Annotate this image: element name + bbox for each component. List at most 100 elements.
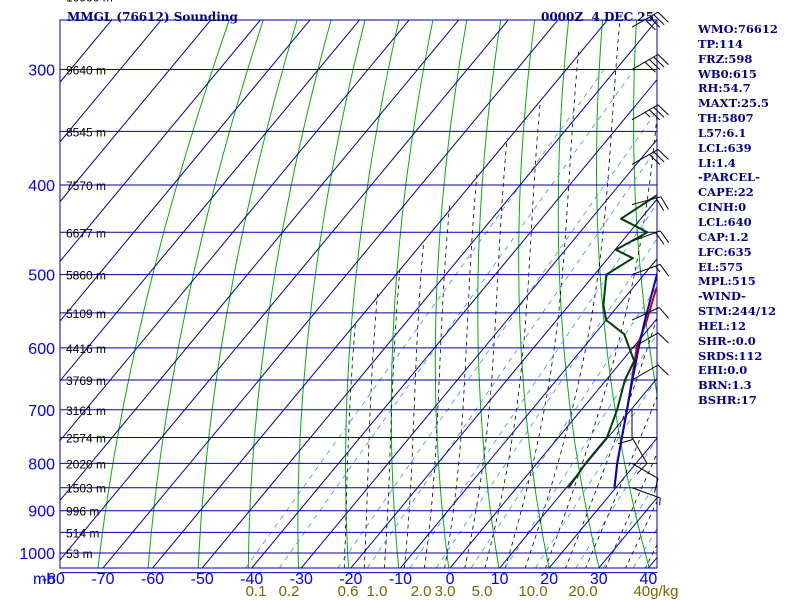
dry-adiabat — [297, 20, 366, 568]
wind-barb-full — [660, 196, 669, 210]
moist-adiabat — [625, 500, 657, 568]
wind-barb — [631, 364, 669, 381]
wind-barb-half — [659, 497, 661, 506]
wind-barb-shaft — [631, 487, 661, 499]
mixing-ratio-line — [504, 333, 657, 568]
axis-unit-label: mb — [33, 571, 55, 588]
isotherm-line — [60, 20, 410, 442]
pressure-tick-label: 1000 — [19, 546, 55, 563]
wind-barb — [631, 230, 670, 245]
moist-adiabat — [343, 322, 356, 568]
wind-barb-full — [655, 232, 665, 245]
wind-barb-full — [659, 230, 670, 243]
pressure-tick-label: 500 — [28, 268, 55, 285]
valid-time: 0000Z 4 DEC 25 — [541, 10, 654, 24]
param-tp: TP:114 — [698, 36, 744, 51]
param-wb0: WB0:615 — [698, 66, 757, 81]
wind-barb-shaft — [631, 148, 659, 165]
height-label: 53 m — [66, 547, 93, 561]
isotherm-line — [102, 20, 559, 568]
sounding-parameters-panel: WMO:76612 TP:114 FRZ:598 WB0:615 RH:54.7… — [698, 22, 798, 408]
dewpoint-profile-line — [567, 194, 657, 489]
wind-barb-shaft — [631, 196, 662, 206]
moist-adiabat — [605, 452, 657, 568]
wind-barb-shaft — [631, 364, 659, 381]
dry-adiabat — [477, 20, 502, 568]
moist-adiabat — [544, 110, 657, 568]
wind-barb-full — [636, 463, 648, 475]
height-label: 514 m — [66, 526, 99, 540]
height-label: 4416 m — [66, 342, 106, 356]
param-wind-header: -WIND- — [698, 289, 746, 304]
param-srds: SRDS:112 — [698, 348, 763, 363]
mixing-ratio-line — [470, 285, 657, 568]
isotherm-line — [60, 20, 509, 561]
wind-barb-full — [648, 154, 661, 165]
temperature-tick-label: -80 — [42, 571, 65, 588]
wind-barb-full — [657, 364, 669, 376]
moist-adiabat — [484, 100, 541, 568]
height-label: 2020 m — [66, 457, 106, 471]
wind-barb-shaft — [631, 462, 659, 479]
mixing-ratio-label: 1.0 — [367, 583, 388, 600]
mixing-ratio-line — [409, 203, 657, 568]
temperature-tick-label: 10 — [491, 571, 509, 588]
param-parcel-header: -PARCEL- — [698, 170, 760, 185]
wind-barb — [631, 307, 670, 321]
dry-adiabat — [197, 20, 298, 568]
pressure-tick-label: 900 — [28, 504, 55, 521]
param-ehi: EHI:0.0 — [698, 363, 748, 378]
wind-barb — [631, 11, 669, 31]
height-label: 3769 m — [66, 374, 106, 388]
wind-barb-full — [657, 332, 669, 344]
param-parcel-lcl: LCL:640 — [698, 214, 752, 229]
wind-barb-full — [648, 59, 661, 70]
profile-series — [567, 194, 657, 489]
mixing-ratio-label: 5.0 — [472, 583, 493, 600]
temperature-tick-label: -60 — [141, 571, 164, 588]
height-label: 1503 m — [66, 482, 106, 496]
param-cap: CAP:1.2 — [698, 229, 749, 244]
wind-barb-shaft — [631, 437, 648, 464]
wind-barbs — [617, 11, 670, 506]
wind-barb-full — [653, 56, 665, 68]
height-label: 10900 m — [66, 0, 113, 4]
isotherm-line — [60, 20, 162, 143]
chart-title: MMGL (76612) Sounding — [67, 10, 239, 24]
wind-barb-full — [644, 19, 656, 31]
param-mpl: MPL:515 — [698, 274, 756, 289]
wind-barb-shaft — [631, 307, 660, 321]
wind-barb-full — [655, 197, 665, 211]
isotherm-line — [350, 198, 657, 568]
isotherm-line — [60, 20, 460, 502]
isobars — [59, 19, 658, 574]
isotherm-line — [60, 20, 262, 263]
height-label: 9640 m — [66, 64, 106, 78]
pressure-tick-label: 600 — [28, 341, 55, 358]
wind-barb-full — [617, 439, 633, 445]
param-li: LI:1.4 — [698, 155, 736, 170]
temperature-tick-labels: -80 -70 -60 -50 -40 -30 -20 -10 0 10 20 30 40 — [42, 571, 658, 588]
param-maxt: MAXT:25.5 — [698, 96, 769, 111]
mixing-ratio-line — [337, 110, 657, 568]
mixing-ratio-label: 2.0 — [411, 583, 432, 600]
param-rh: RH:54.7 — [698, 81, 751, 96]
isotherm-line — [300, 138, 657, 568]
height-label: 6677 m — [66, 226, 106, 240]
height-label: 2574 m — [66, 432, 106, 446]
temperature-tick-label: 20 — [540, 571, 558, 588]
param-shr: SHR-:0.0 — [698, 333, 756, 348]
wind-barb-full — [648, 109, 661, 121]
moist-adiabat — [504, 47, 580, 568]
mixing-ratio-label: 3.0 — [435, 583, 456, 600]
height-label: 996 m — [66, 505, 99, 519]
plot-border — [59, 19, 658, 569]
moist-adiabat — [363, 293, 378, 568]
mixing-ratio-line — [366, 147, 657, 568]
wind-barb-full — [653, 151, 665, 163]
mixing-ratio-line — [575, 437, 657, 568]
temperature-tick-label: -70 — [91, 571, 114, 588]
pressure-tick-label: 800 — [28, 456, 55, 473]
isotherm-line — [151, 20, 609, 568]
wind-barb — [631, 437, 648, 475]
